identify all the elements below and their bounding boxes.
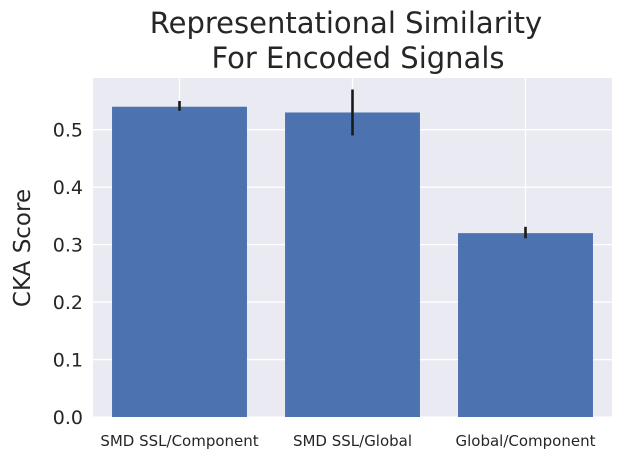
bars — [112, 106, 593, 417]
chart-title-line-1: Representational Similarity — [150, 6, 542, 40]
chart-title-line-2: For Encoded Signals — [212, 41, 505, 75]
y-tick-label: 0.2 — [53, 292, 83, 314]
x-tick-label: SMD SSL/Component — [100, 432, 258, 450]
y-tick-label: 0.4 — [53, 177, 83, 199]
y-tick-label: 0.1 — [53, 350, 83, 372]
y-tick-labels: 0.0 0.1 0.2 0.3 0.4 0.5 — [53, 120, 83, 429]
x-tick-labels: SMD SSL/Component SMD SSL/Global Global/Co… — [100, 432, 595, 450]
x-tick-label: Global/Component — [456, 432, 596, 450]
y-tick-label: 0.0 — [53, 407, 83, 429]
bar — [458, 233, 593, 417]
y-tick-label: 0.5 — [53, 120, 83, 142]
x-tick-label: SMD SSL/Global — [293, 432, 412, 450]
error-bars — [178, 89, 527, 239]
y-axis-label: CKA Score — [10, 189, 36, 307]
y-tick-label: 0.3 — [53, 235, 83, 257]
bar — [285, 112, 420, 417]
bar — [112, 106, 247, 417]
